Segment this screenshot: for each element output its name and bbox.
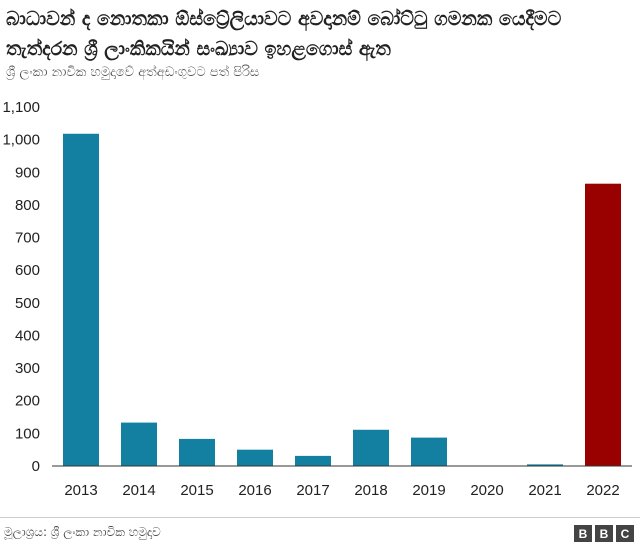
y-tick-label: 200 <box>15 393 40 410</box>
chart-title: බාධාවන් ද නොතකා ඕස්ට්‍රේලියාවට අවදානම් බ… <box>6 8 562 60</box>
y-tick-label: 700 <box>15 230 40 247</box>
bar-2018 <box>353 429 389 466</box>
footer-divider <box>0 517 640 518</box>
x-tick-label: 2014 <box>122 482 155 499</box>
x-tick-label: 2021 <box>528 482 561 499</box>
logo-letter: B <box>574 525 592 542</box>
y-tick-label: 800 <box>15 197 40 214</box>
y-tick-label: 600 <box>15 262 40 279</box>
bar-chart: 0 100 200 300 400 500 600 700 800 900 1,000 1,100 20… <box>2 99 632 499</box>
source-note: මූලාශ්‍රය: ශ්‍රී ලංකා නාවික හමුදාව <box>4 525 161 539</box>
chart-subtitle: ශ්‍රී ලංකා නාවික හමුදාවේ අත්අඩංගුවට පත් … <box>6 65 260 80</box>
y-tick-label: 300 <box>15 360 40 377</box>
x-tick-label: 2019 <box>412 482 445 499</box>
logo-letter: B <box>595 525 613 542</box>
bar-2016 <box>237 449 273 466</box>
y-tick-label: 900 <box>15 164 40 181</box>
bar-2019 <box>411 437 447 466</box>
bar-2021 <box>527 464 563 466</box>
y-tick-label: 0 <box>32 458 40 475</box>
y-tick-label: 1,000 <box>2 132 40 149</box>
bar-2017 <box>295 455 331 466</box>
x-tick-label: 2013 <box>64 482 97 499</box>
y-tick-label: 500 <box>15 295 40 312</box>
bbc-logo: B B C <box>574 525 634 542</box>
x-tick-label: 2018 <box>354 482 387 499</box>
bar-2022 <box>585 183 621 467</box>
x-tick-label: 2022 <box>586 482 619 499</box>
bar-2014 <box>121 422 157 466</box>
x-tick-label: 2016 <box>238 482 271 499</box>
x-tick-label: 2020 <box>470 482 503 499</box>
bar-2013 <box>63 133 99 466</box>
y-tick-label: 100 <box>15 425 40 442</box>
x-tick-label: 2015 <box>180 482 213 499</box>
bar-2015 <box>179 438 215 466</box>
x-tick-label: 2017 <box>296 482 329 499</box>
logo-letter: C <box>616 525 634 542</box>
y-tick-label: 1,100 <box>2 99 40 116</box>
y-tick-label: 400 <box>15 327 40 344</box>
